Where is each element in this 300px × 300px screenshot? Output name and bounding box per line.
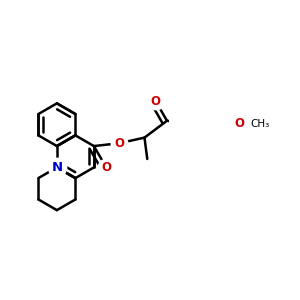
Text: O: O — [101, 161, 111, 174]
Text: O: O — [114, 137, 124, 150]
Text: CH₃: CH₃ — [251, 118, 270, 129]
Text: O: O — [151, 94, 161, 108]
Text: N: N — [51, 161, 62, 174]
Text: O: O — [234, 117, 244, 130]
